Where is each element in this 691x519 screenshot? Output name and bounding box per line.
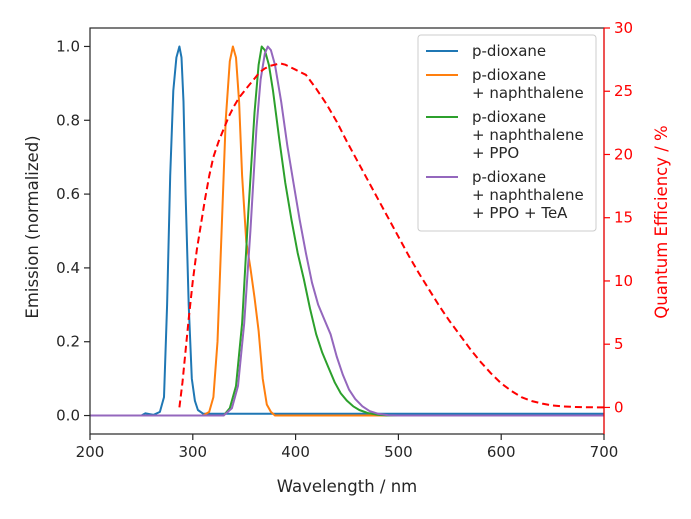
legend-label: p-dioxane [472,108,546,126]
series-line-1 [90,45,604,417]
y2-axis-label: Quantum Efficiency / % [652,125,671,318]
legend-label: p-dioxane [472,66,546,84]
legend-label: + naphthalene [472,84,584,102]
y-tick-label: 0.2 [56,333,80,351]
x-tick-label: 600 [487,443,516,461]
y2-tick-label: 30 [614,19,633,37]
plot-area [90,45,605,417]
legend-label: + naphthalene [472,126,584,144]
y-tick-label: 0.6 [56,185,80,203]
series-line-3 [90,45,604,417]
x-tick-label: 400 [281,443,310,461]
x-axis-label: Wavelength / nm [277,477,417,496]
y-tick-label: 0.8 [56,111,80,129]
y2-tick-label: 20 [614,145,633,163]
y-tick-label: 0.4 [56,259,80,277]
y2-tick-label: 10 [614,272,633,290]
y2-tick-label: 25 [614,82,633,100]
x-tick-label: 500 [384,443,413,461]
y2-tick-label: 15 [614,209,633,227]
axes: 200 300 400 500 600 700 0.0 0.2 0.4 0.6 0.8 1.0 0 5 10… [56,19,633,461]
y-tick-label: 0.0 [56,407,80,425]
legend-label: p-dioxane [472,42,546,60]
series-line-4 [90,45,604,417]
y2-tick-label: 5 [614,335,624,353]
x-tick-label: 300 [178,443,207,461]
series-line-5 [178,62,605,409]
legend-box [417,34,597,232]
y-tick-label: 1.0 [56,37,80,55]
legend-label: p-dioxane [472,168,546,186]
legend-label: + PPO [472,144,519,162]
y-axis-label: Emission (normalized) [23,135,42,318]
x-tick-label: 700 [590,443,619,461]
y2-tick-label: 0 [614,398,624,416]
x-tick-label: 200 [76,443,105,461]
legend-label: + naphthalene [472,186,584,204]
series-line-2 [90,45,604,417]
legend-label: + PPO + TeA [472,204,568,222]
